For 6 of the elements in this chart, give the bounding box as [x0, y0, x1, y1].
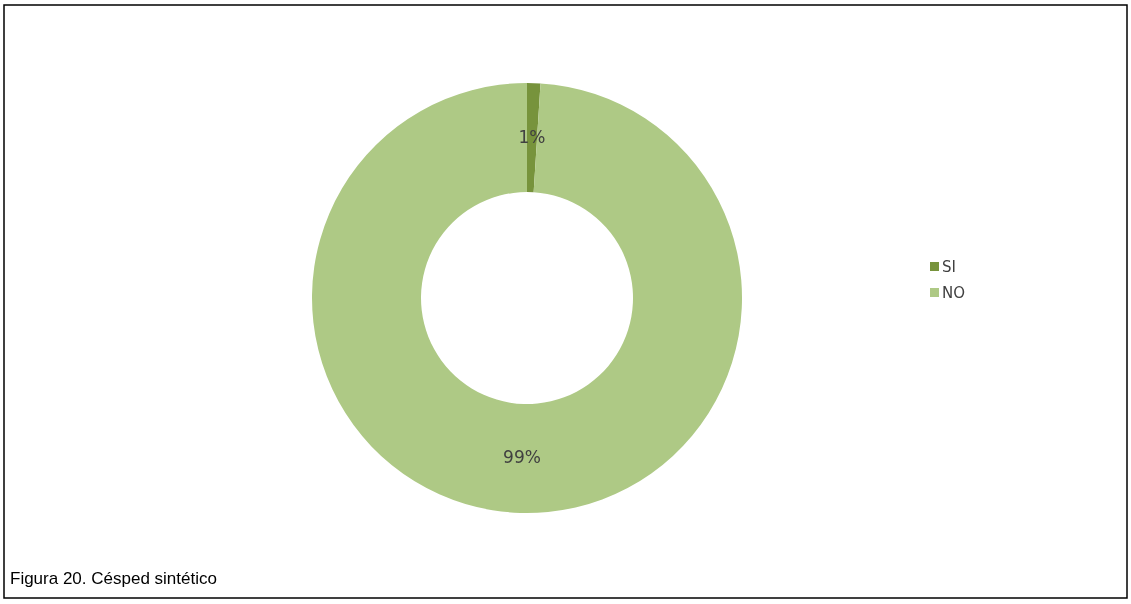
text: Figura 20. Césped sintético: [10, 569, 217, 588]
legend-label: SI: [942, 257, 956, 276]
data-label: 99%: [503, 447, 541, 468]
data-label: 1%: [518, 126, 546, 147]
legend-label: NO: [942, 283, 966, 302]
donut-slice: [312, 83, 742, 513]
